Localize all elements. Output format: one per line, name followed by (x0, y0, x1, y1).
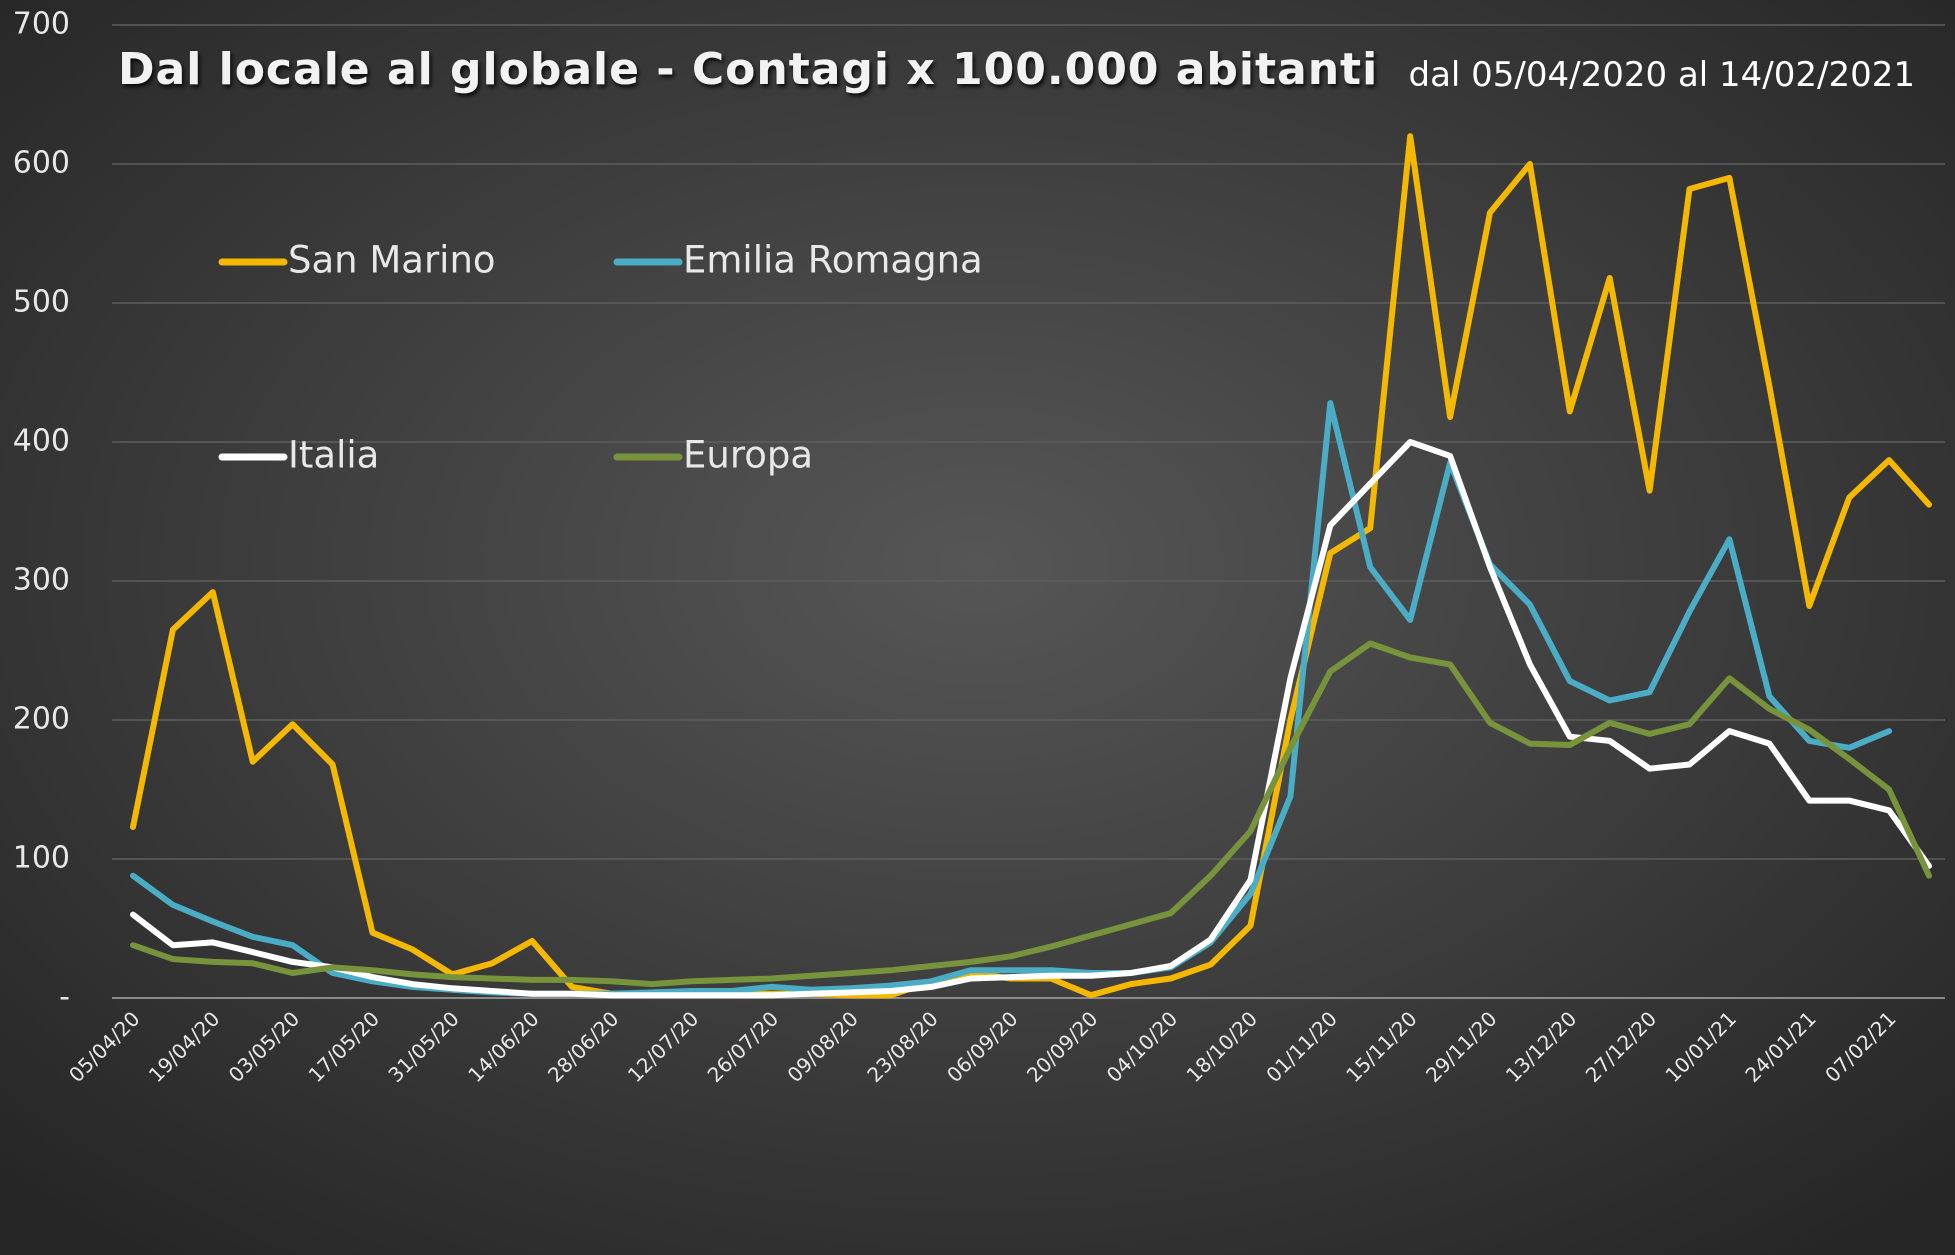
series-line (130, 439, 1932, 999)
y-tick-label: 400 (13, 424, 70, 459)
y-tick-label: 700 (13, 7, 70, 42)
legend-label: Italia (288, 434, 379, 477)
grid (112, 24, 1945, 999)
legend: San Marino Emilia Romagna Italia Europa (218, 239, 983, 477)
lines (130, 133, 1932, 999)
y-tick-label: 300 (13, 563, 70, 598)
legend-label: San Marino (288, 239, 496, 282)
series-line (130, 640, 1932, 988)
chart-subtitle: dal 05/04/2020 al 14/02/2021 (1409, 55, 1916, 95)
y-tick-label: 500 (13, 285, 70, 320)
legend-label: Europa (683, 434, 813, 477)
y-tick-label: - (59, 980, 70, 1015)
y-tick-label: 200 (13, 702, 70, 737)
y-tick-label: 100 (13, 841, 70, 876)
chart-title: Dal locale al globale - Contagi x 100.00… (118, 44, 1378, 95)
legend-label: Emilia Romagna (683, 239, 983, 282)
y-tick-label: 600 (13, 146, 70, 181)
